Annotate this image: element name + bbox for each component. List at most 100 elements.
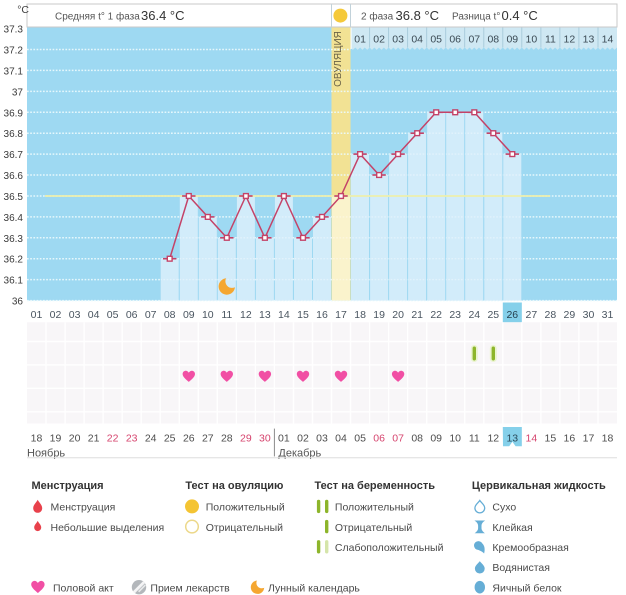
svg-text:Разница t°: Разница t° [452, 12, 500, 23]
svg-text:Отрицательный: Отрицательный [206, 522, 283, 534]
svg-text:36: 36 [12, 297, 24, 308]
svg-text:23: 23 [449, 309, 461, 321]
svg-text:28: 28 [545, 309, 557, 321]
svg-text:2 фаза: 2 фаза [361, 11, 394, 23]
svg-text:28: 28 [221, 433, 233, 445]
svg-text:Положительный: Положительный [206, 502, 285, 514]
svg-text:08: 08 [487, 33, 499, 45]
svg-text:03: 03 [392, 33, 404, 45]
svg-text:0.4 °C: 0.4 °C [502, 8, 538, 23]
svg-text:19: 19 [50, 433, 62, 445]
svg-text:Яичный белок: Яичный белок [492, 582, 562, 594]
svg-text:36.5: 36.5 [4, 192, 24, 203]
svg-text:03: 03 [69, 309, 81, 321]
svg-text:13: 13 [506, 433, 518, 445]
svg-text:20: 20 [392, 309, 404, 321]
svg-text:26: 26 [183, 433, 195, 445]
svg-text:30: 30 [583, 309, 595, 321]
svg-text:06: 06 [449, 33, 461, 45]
svg-text:Отрицательный: Отрицательный [335, 522, 412, 534]
svg-text:36.6: 36.6 [4, 171, 24, 182]
svg-text:30: 30 [259, 433, 271, 445]
svg-text:36.7: 36.7 [4, 150, 24, 161]
svg-text:12: 12 [564, 33, 576, 45]
svg-text:18: 18 [602, 433, 614, 445]
svg-text:11: 11 [469, 433, 480, 445]
svg-text:08: 08 [164, 309, 176, 321]
svg-text:22: 22 [107, 433, 119, 445]
svg-text:01: 01 [31, 309, 43, 321]
svg-text:36.3: 36.3 [4, 234, 24, 245]
svg-text:37.3: 37.3 [4, 25, 24, 36]
svg-text:Прием лекарств: Прием лекарств [150, 582, 230, 594]
svg-text:Декабрь: Декабрь [278, 448, 321, 460]
svg-text:02: 02 [373, 33, 385, 45]
svg-text:21: 21 [411, 309, 423, 321]
svg-text:14: 14 [526, 433, 538, 445]
svg-text:16: 16 [564, 433, 576, 445]
svg-text:20: 20 [69, 433, 81, 445]
svg-text:22: 22 [430, 309, 442, 321]
svg-text:Слабоположительный: Слабоположительный [335, 542, 444, 554]
svg-text:Половой акт: Половой акт [53, 582, 114, 594]
svg-text:36.2: 36.2 [4, 255, 24, 266]
svg-text:29: 29 [240, 433, 252, 445]
svg-text:16: 16 [316, 309, 328, 321]
svg-text:10: 10 [449, 433, 461, 445]
svg-text:Кремообразная: Кремообразная [492, 542, 568, 554]
svg-text:Небольшие выделения: Небольшие выделения [51, 522, 165, 534]
svg-text:04: 04 [335, 433, 347, 445]
svg-text:18: 18 [354, 309, 366, 321]
svg-text:Менструация: Менструация [32, 480, 104, 492]
svg-text:04: 04 [88, 309, 100, 321]
svg-text:24: 24 [145, 433, 157, 445]
svg-text:09: 09 [506, 33, 518, 45]
svg-text:27: 27 [526, 309, 538, 321]
svg-text:Ноябрь: Ноябрь [27, 448, 65, 460]
svg-text:01: 01 [278, 433, 290, 445]
svg-text:Лунный календарь: Лунный календарь [268, 582, 360, 594]
svg-text:°C: °C [17, 4, 29, 16]
svg-text:36.4 °C: 36.4 °C [141, 8, 185, 23]
svg-text:17: 17 [335, 309, 347, 321]
svg-text:18: 18 [31, 433, 43, 445]
svg-text:13: 13 [259, 309, 271, 321]
svg-text:09: 09 [183, 309, 195, 321]
svg-text:Тест на беременность: Тест на беременность [315, 480, 436, 492]
svg-text:36.1: 36.1 [4, 276, 24, 287]
svg-text:14: 14 [602, 33, 614, 45]
svg-text:15: 15 [545, 433, 557, 445]
svg-text:15: 15 [297, 309, 309, 321]
svg-text:Сухо: Сухо [492, 502, 516, 514]
svg-text:04: 04 [411, 33, 423, 45]
svg-text:07: 07 [468, 33, 480, 45]
svg-text:02: 02 [50, 309, 62, 321]
svg-text:06: 06 [373, 433, 385, 445]
svg-text:05: 05 [354, 433, 366, 445]
svg-text:ОВУЛЯЦИЯ: ОВУЛЯЦИЯ [333, 31, 344, 87]
svg-text:36.8: 36.8 [4, 129, 24, 140]
svg-text:11: 11 [545, 33, 556, 45]
svg-text:19: 19 [373, 309, 385, 321]
svg-text:37.2: 37.2 [4, 46, 24, 57]
svg-text:Клейкая: Клейкая [492, 522, 532, 534]
svg-text:02: 02 [297, 433, 309, 445]
svg-text:24: 24 [468, 309, 480, 321]
svg-text:01: 01 [354, 33, 366, 45]
svg-text:36.8 °C: 36.8 °C [396, 8, 440, 23]
svg-text:07: 07 [145, 309, 157, 321]
svg-text:36.4: 36.4 [4, 213, 24, 224]
svg-text:31: 31 [602, 309, 614, 321]
svg-text:07: 07 [392, 433, 404, 445]
svg-text:08: 08 [411, 433, 423, 445]
svg-text:Менструация: Менструация [51, 502, 116, 514]
svg-text:05: 05 [430, 33, 442, 45]
svg-text:37.1: 37.1 [4, 66, 24, 77]
svg-text:Средняя t° 1 фаза: Средняя t° 1 фаза [55, 11, 140, 23]
svg-text:17: 17 [583, 433, 595, 445]
svg-text:12: 12 [240, 309, 252, 321]
svg-text:Положительный: Положительный [335, 502, 414, 514]
svg-text:Водянистая: Водянистая [492, 562, 550, 574]
svg-text:29: 29 [564, 309, 576, 321]
svg-text:23: 23 [126, 433, 138, 445]
